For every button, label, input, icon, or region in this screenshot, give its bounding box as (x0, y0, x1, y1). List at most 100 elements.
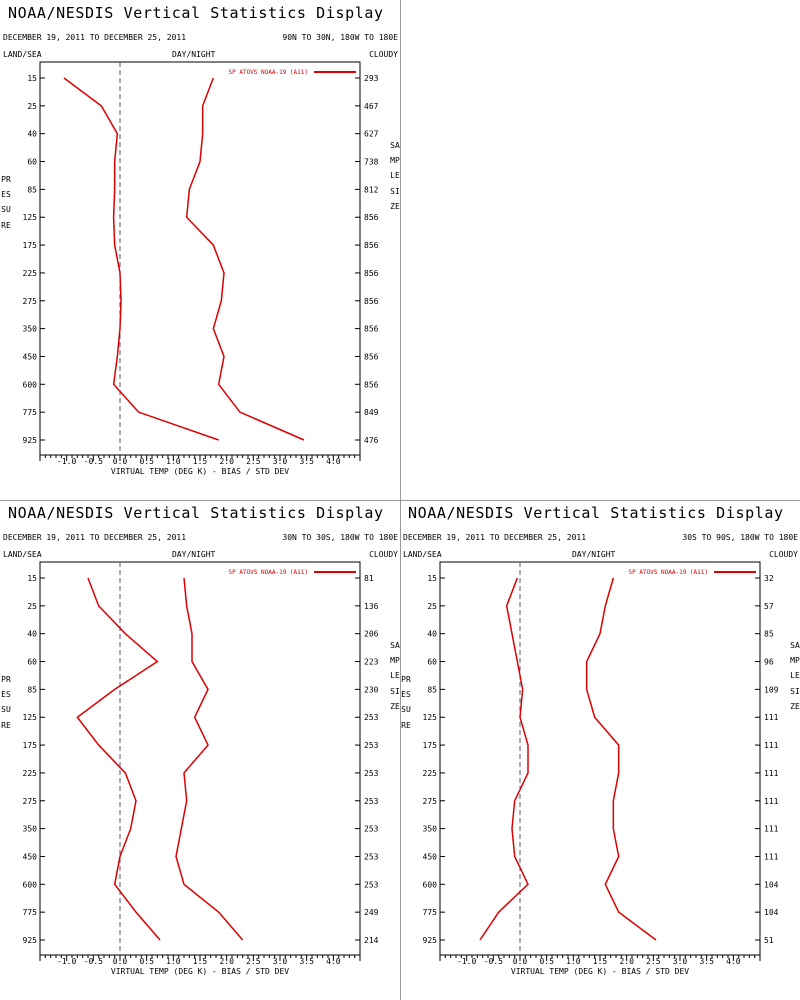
sample-size-value: 111 (764, 825, 779, 834)
pressure-level-label: 225 (23, 769, 38, 778)
sample-size-value: 206 (364, 630, 379, 639)
x-tick-label: -1.0 (457, 957, 476, 966)
pressure-level-label: 85 (27, 685, 37, 694)
sample-size-value: 253 (364, 713, 379, 722)
legend-label: SP ATOVS NOAA-19 (A11) (229, 69, 308, 76)
sample-size-axis-label: SAMPLE SIZE (390, 141, 405, 211)
sample-size-value: 253 (364, 797, 379, 806)
pressure-level-label: 60 (427, 658, 437, 667)
region-label: 30S TO 90S, 180W TO 180E (682, 533, 798, 542)
sample-size-value: 812 (364, 185, 379, 194)
pressure-axis-label: PRESSURE (401, 675, 411, 730)
x-tick-label: 3.5 (299, 957, 314, 966)
pressure-level-label: 275 (423, 797, 438, 806)
pressure-level-label: 775 (423, 908, 438, 917)
sample-size-value: 81 (364, 574, 374, 583)
x-tick-label: 2.0 (219, 957, 234, 966)
chart-svg: -1.0 -0.5 0.0 0.5 1.0 1.5 2.0 2.5 3.0 3.5 4.0 15 81 2… (23, 561, 379, 966)
x-tick-label: 2.0 (219, 457, 234, 466)
sample-size-value: 856 (364, 380, 379, 389)
std-dev-line (585, 577, 657, 941)
x-tick-label: 3.0 (273, 957, 288, 966)
pressure-level-label: 450 (23, 852, 38, 861)
pressure-level-label: 125 (23, 713, 38, 722)
sample-size-value: 253 (364, 880, 379, 889)
sample-size-value: 104 (764, 880, 779, 889)
chart-title: NOAA/NESDIS Vertical Statistics Display (8, 4, 384, 22)
plot-frame (39, 561, 361, 956)
pressure-level-label: 600 (23, 380, 38, 389)
bias-line (76, 577, 161, 941)
x-tick-label: 0.0 (113, 957, 128, 966)
x-tick-label: 4.0 (326, 457, 341, 466)
sample-size-value: 109 (764, 685, 779, 694)
sample-size-value: 32 (764, 574, 774, 583)
pressure-level-label: 40 (27, 130, 37, 139)
chart-svg: -1.0 -0.5 0.0 0.5 1.0 1.5 2.0 2.5 3.0 3.5 4.0 15 293… (23, 61, 379, 466)
std-dev-line (175, 577, 244, 941)
land-sea-label: LAND/SEA (3, 50, 42, 59)
pressure-level-label: 40 (427, 630, 437, 639)
sample-size-value: 627 (364, 130, 379, 139)
sample-size-value: 253 (364, 769, 379, 778)
pressure-level-label: 25 (27, 602, 37, 611)
x-tick-label: 0.5 (539, 957, 554, 966)
x-tick-label: -0.5 (484, 957, 503, 966)
panel-30n-30s: NOAA/NESDIS Vertical Statistics Display D… (0, 500, 400, 1000)
day-night-label: DAY/NIGHT (172, 550, 216, 559)
sample-size-value: 214 (364, 936, 379, 945)
legend-label: SP ATOVS NOAA-19 (A11) (629, 569, 708, 576)
sample-size-value: 136 (364, 602, 379, 611)
divider-horizontal (0, 500, 800, 501)
pressure-level-label: 175 (23, 241, 38, 250)
std-dev-line (185, 77, 305, 441)
pressure-axis-label: PRESSURE (1, 175, 11, 230)
sample-size-value: 104 (764, 908, 779, 917)
x-tick-label: 1.0 (166, 457, 181, 466)
plot-frame (439, 561, 761, 956)
x-tick-label: 1.5 (593, 957, 608, 966)
pressure-level-label: 275 (23, 297, 38, 306)
sample-size-value: 849 (364, 408, 379, 417)
sample-size-value: 253 (364, 825, 379, 834)
chart-title: NOAA/NESDIS Vertical Statistics Display (8, 504, 384, 522)
pressure-level-label: 775 (23, 408, 38, 417)
date-range: DECEMBER 19, 2011 TO DECEMBER 25, 2011 (403, 533, 587, 542)
bias-line (63, 77, 219, 441)
pressure-level-label: 15 (27, 74, 37, 83)
chart-svg: -1.0 -0.5 0.0 0.5 1.0 1.5 2.0 2.5 3.0 3.5 4.0 15 32 2… (423, 561, 779, 966)
x-tick-label: 2.5 (246, 957, 261, 966)
pressure-level-label: 600 (23, 880, 38, 889)
pressure-level-label: 15 (427, 574, 437, 583)
pressure-level-label: 350 (23, 325, 38, 334)
panel-30s-90s: NOAA/NESDIS Vertical Statistics Display D… (400, 500, 800, 1000)
x-tick-label: 0.0 (513, 957, 528, 966)
x-tick-label: 4.0 (326, 957, 341, 966)
sample-size-value: 856 (364, 297, 379, 306)
pressure-level-label: 25 (27, 102, 37, 111)
pressure-level-label: 60 (27, 158, 37, 167)
x-tick-label: 0.5 (139, 957, 154, 966)
x-tick-label: 2.5 (646, 957, 661, 966)
sample-size-value: 856 (364, 213, 379, 222)
pressure-level-label: 225 (23, 269, 38, 278)
x-tick-label: 0.5 (139, 457, 154, 466)
cloudy-label: CLOUDY (369, 50, 398, 59)
pressure-level-label: 350 (23, 825, 38, 834)
pressure-level-label: 40 (27, 630, 37, 639)
region-label: 30N TO 30S, 180W TO 180E (282, 533, 398, 542)
x-tick-label: 1.5 (193, 957, 208, 966)
sample-size-value: 111 (764, 852, 779, 861)
sample-size-value: 96 (764, 658, 774, 667)
pressure-level-label: 350 (423, 825, 438, 834)
bias-line (479, 577, 529, 941)
sample-size-value: 111 (764, 769, 779, 778)
pressure-axis-label: PRESSURE (1, 675, 11, 730)
sample-size-value: 856 (364, 269, 379, 278)
x-tick-label: 3.5 (699, 957, 714, 966)
sample-size-value: 85 (764, 630, 774, 639)
pressure-level-label: 85 (27, 185, 37, 194)
pressure-level-label: 450 (23, 352, 38, 361)
sample-size-value: 856 (364, 325, 379, 334)
sample-size-value: 253 (364, 852, 379, 861)
